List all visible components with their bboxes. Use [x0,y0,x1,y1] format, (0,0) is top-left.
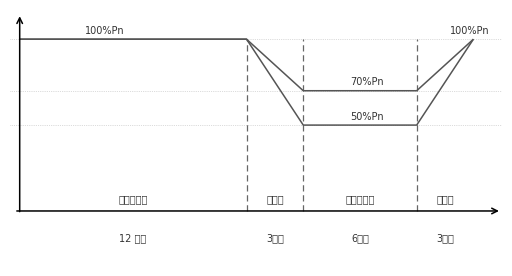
Text: 100%Pn: 100%Pn [450,26,489,36]
Text: 50%Pn: 50%Pn [351,112,384,122]
Text: 3小时: 3小时 [436,233,454,243]
Text: 3小时: 3小时 [266,233,284,243]
Text: 升功率: 升功率 [436,194,454,204]
Text: 降功率: 降功率 [266,194,284,204]
Text: 12 小时: 12 小时 [119,233,147,243]
Text: 6小时: 6小时 [351,233,369,243]
Text: 70%Pn: 70%Pn [351,77,384,87]
Text: 100%Pn: 100%Pn [85,26,124,36]
Text: 高负荷运行: 高负荷运行 [118,194,148,204]
Text: 低负荷运行: 低负荷运行 [345,194,375,204]
